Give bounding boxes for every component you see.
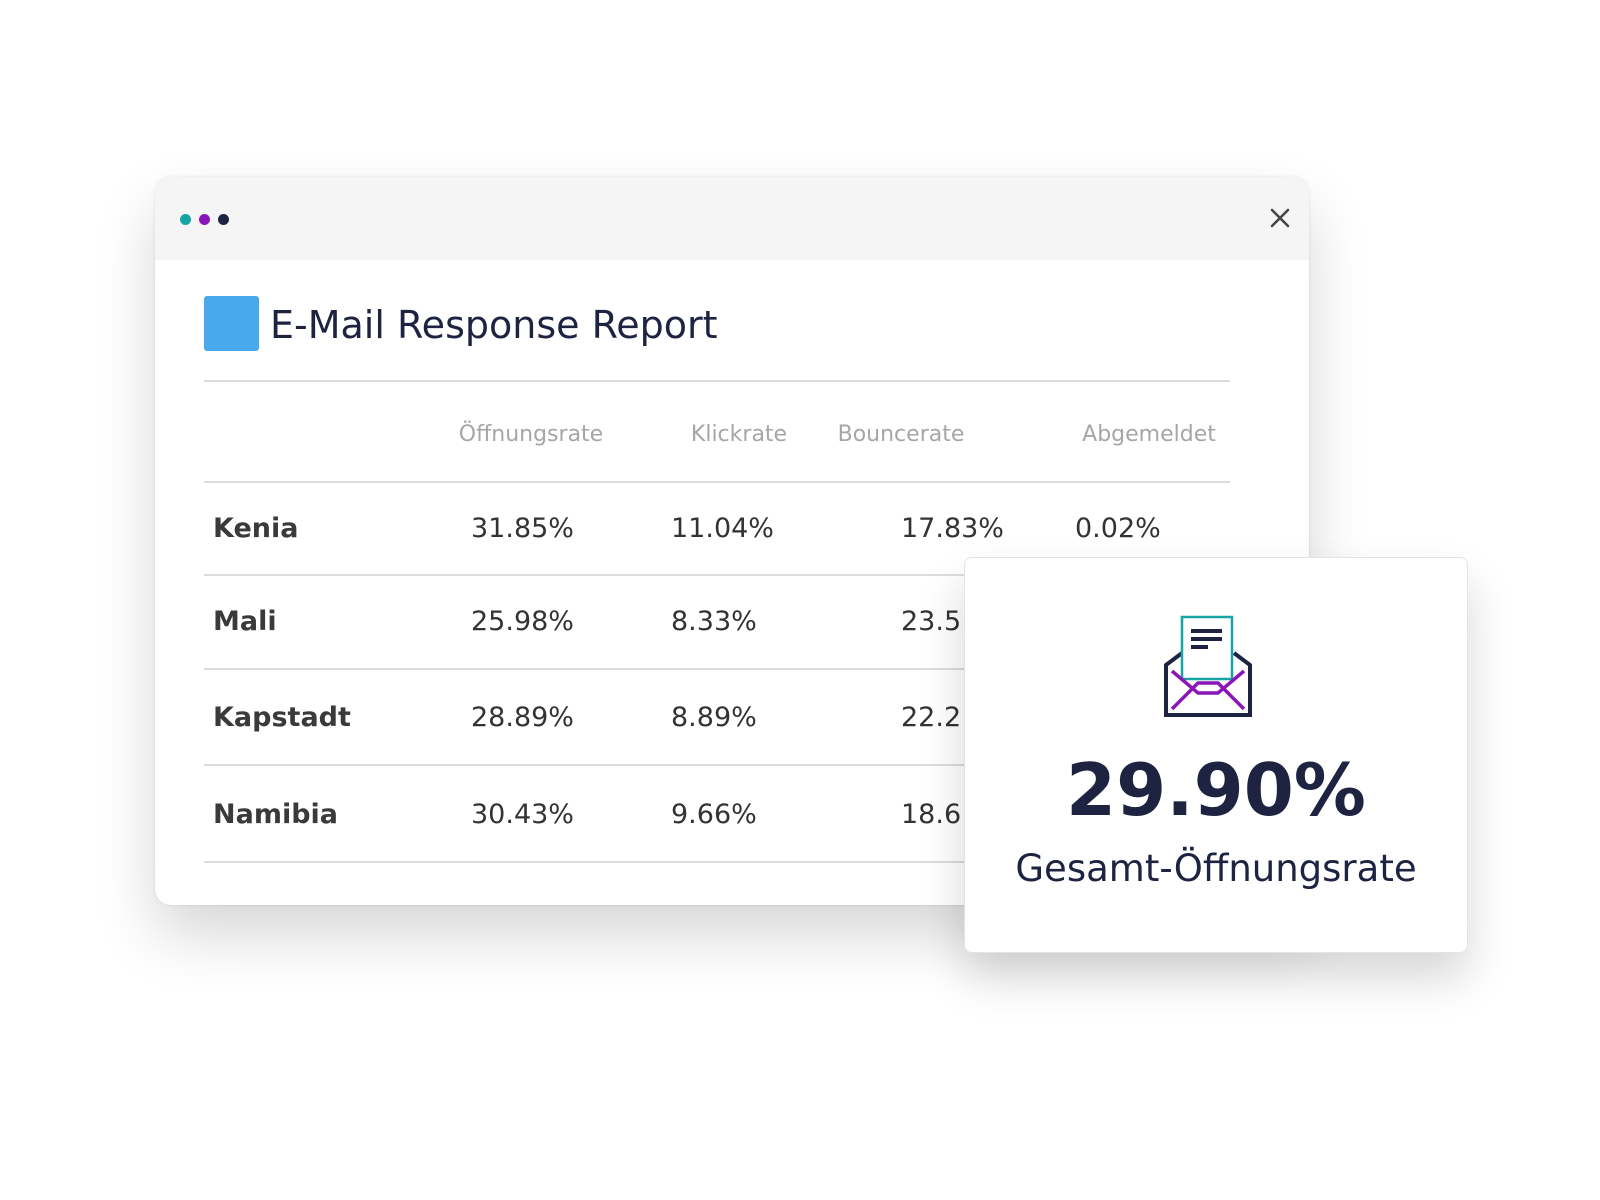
summary-card: 29.90% Gesamt-Öffnungsrate	[964, 557, 1468, 953]
cell: 31.85%	[471, 513, 574, 544]
cell: 28.89%	[471, 702, 574, 733]
cell: 8.33%	[671, 606, 757, 637]
total-open-rate: 29.90%	[1066, 748, 1366, 832]
row-label: Kenia	[213, 513, 299, 544]
report-title: E-Mail Response Report	[270, 303, 718, 347]
cell: 30.43%	[471, 799, 574, 830]
dot	[218, 214, 229, 225]
column-header: Klickrate	[690, 422, 788, 447]
report-window: E-Mail Response Report Öffnungsrate Klick…	[155, 177, 1309, 905]
divider	[204, 380, 1230, 382]
envelope-icon	[1164, 615, 1252, 717]
cell: 8.89%	[671, 702, 757, 733]
cell: 9.66%	[671, 799, 757, 830]
close-button[interactable]	[1269, 207, 1291, 229]
dot	[199, 214, 210, 225]
cell: 0.02%	[1075, 513, 1161, 544]
row-label: Kapstadt	[213, 702, 351, 733]
cell: 23.5	[901, 606, 962, 637]
title-icon	[204, 296, 259, 351]
cell: 18.6	[901, 799, 962, 830]
cell: 17.83%	[901, 513, 1004, 544]
cell: 25.98%	[471, 606, 574, 637]
row-label: Mali	[213, 606, 277, 637]
title-bar	[155, 177, 1309, 260]
row-divider	[204, 764, 1230, 766]
column-header: Öffnungsrate	[458, 422, 604, 447]
dot	[180, 214, 191, 225]
row-divider	[204, 861, 1230, 863]
column-header: Bouncerate	[837, 422, 965, 447]
row-divider	[204, 481, 1230, 483]
cell: 22.2	[901, 702, 962, 733]
row-label: Namibia	[213, 799, 339, 830]
total-open-rate-label: Gesamt-Öffnungsrate	[1015, 847, 1417, 890]
row-divider	[204, 668, 1230, 670]
cell: 11.04%	[671, 513, 774, 544]
column-header: Abgemeldet	[1082, 422, 1216, 447]
row-divider	[204, 574, 1230, 576]
